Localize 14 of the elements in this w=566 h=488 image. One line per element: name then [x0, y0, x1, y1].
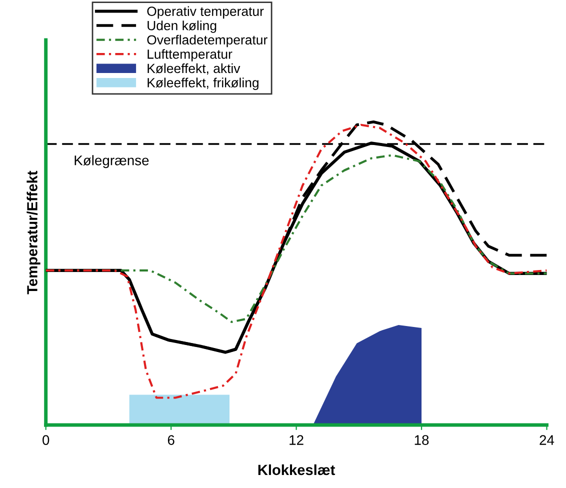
legend-label: Lufttemperatur — [148, 49, 232, 62]
x-axis-title: Klokkeslæt — [258, 464, 336, 476]
x-tick-label: 0 — [42, 435, 50, 445]
legend-label: Overfladetemperatur — [147, 34, 268, 48]
legend-label: Køleeffekt, frikøling — [148, 78, 258, 90]
legend-label: Uden køling — [148, 20, 216, 33]
legend-label: Operativ temperatur — [147, 6, 264, 19]
x-tick-label: 24 — [540, 435, 554, 445]
x-tick-label: 6 — [168, 435, 174, 445]
ref-line-label: Kølegrænse — [74, 155, 149, 168]
legend-label: Køleeffekt, aktiv — [148, 63, 240, 75]
x-tick-label: 18 — [414, 435, 429, 445]
y-axis-title: Temperatur/Effekt — [26, 170, 40, 294]
x-tick-label: 12 — [290, 435, 304, 445]
